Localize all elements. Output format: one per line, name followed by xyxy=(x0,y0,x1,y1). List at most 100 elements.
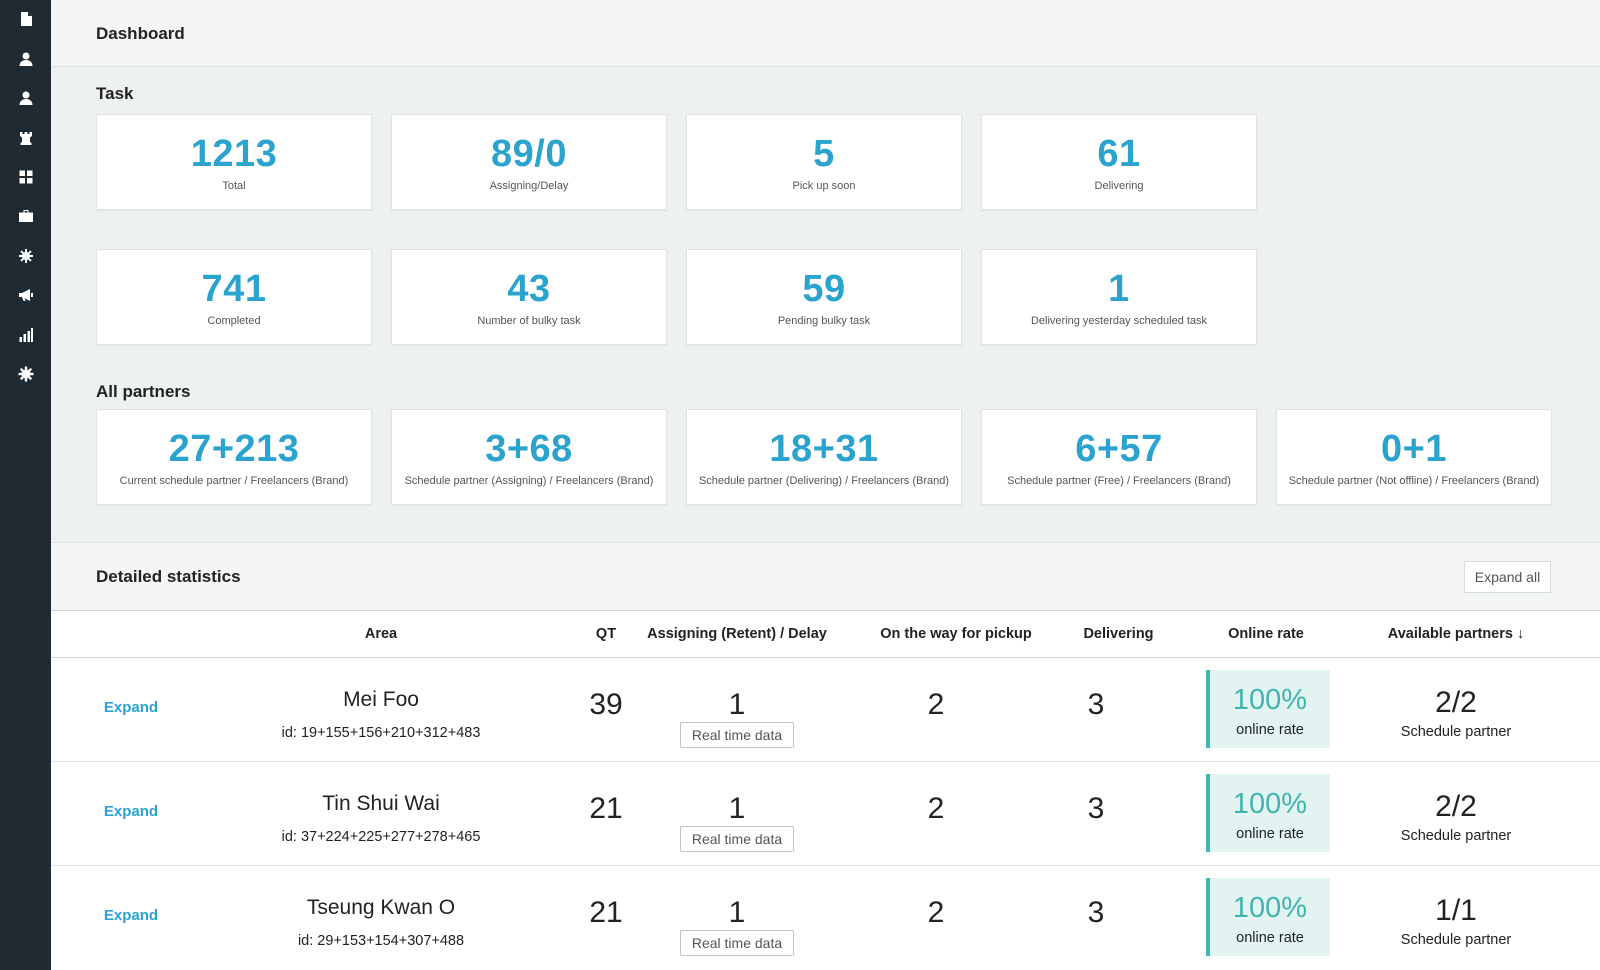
area-name: Tin Shui Wai xyxy=(322,792,440,815)
real-time-data-button[interactable]: Real time data xyxy=(680,826,794,852)
card-label: Assigning/Delay xyxy=(489,180,569,192)
card-value: 27+213 xyxy=(168,428,300,470)
bar-chart-icon[interactable] xyxy=(18,327,34,343)
partner-card-delivering: 18+31 Schedule partner (Delivering) / Fr… xyxy=(686,409,962,505)
delivering-value: 3 xyxy=(1087,896,1105,929)
table-row: Expand Mei Foo id: 19+155+156+210+312+48… xyxy=(51,658,1600,762)
online-rate-box: 100% online rate xyxy=(1206,878,1330,956)
task-card-pending-bulky: 59 Pending bulky task xyxy=(686,249,962,345)
card-value: 1 xyxy=(1108,268,1130,310)
gear-icon[interactable] xyxy=(18,248,34,264)
pickup-value: 2 xyxy=(927,688,945,721)
expand-link[interactable]: Expand xyxy=(103,699,159,716)
column-header-delivering[interactable]: Delivering xyxy=(1083,626,1154,642)
grid-icon[interactable] xyxy=(18,169,34,185)
card-value: 59 xyxy=(802,268,846,310)
table-row: Expand Tseung Kwan O id: 29+153+154+307+… xyxy=(51,866,1600,970)
available-partners-label: Schedule partner xyxy=(1400,932,1512,948)
column-header-area[interactable]: Area xyxy=(364,626,398,642)
area-id: id: 19+155+156+210+312+483 xyxy=(281,725,481,741)
online-rate-label: online rate xyxy=(1236,930,1304,946)
card-value: 0+1 xyxy=(1381,428,1447,470)
stats-header: Detailed statistics Expand all xyxy=(51,542,1600,610)
qt-value: 21 xyxy=(589,792,623,825)
available-partners-label: Schedule partner xyxy=(1400,828,1512,844)
pickup-value: 2 xyxy=(927,792,945,825)
task-card-completed: 741 Completed xyxy=(96,249,372,345)
column-header-available-partners[interactable]: Available partners ↓ xyxy=(1387,626,1525,642)
card-label: Schedule partner (Not offline) / Freelan… xyxy=(1288,475,1540,487)
chess-rook-icon[interactable] xyxy=(18,130,34,146)
card-label: Delivering xyxy=(1094,180,1144,192)
assigning-value: 1 xyxy=(728,688,746,721)
card-label: Completed xyxy=(207,315,261,327)
online-rate-label: online rate xyxy=(1236,826,1304,842)
card-value: 6+57 xyxy=(1075,428,1163,470)
area-name: Mei Foo xyxy=(343,688,419,711)
assigning-value: 1 xyxy=(728,792,746,825)
online-rate-percent: 100% xyxy=(1232,788,1308,820)
delivering-value: 3 xyxy=(1087,792,1105,825)
task-card-delivering: 61 Delivering xyxy=(981,114,1257,210)
card-value: 18+31 xyxy=(769,428,879,470)
briefcase-icon[interactable] xyxy=(18,208,34,224)
main-content: Dashboard Task 1213 Total 89/0 Assigning… xyxy=(51,0,1600,970)
expand-link[interactable]: Expand xyxy=(103,803,159,820)
area-name: Tseung Kwan O xyxy=(306,896,456,919)
online-rate-box: 100% online rate xyxy=(1206,670,1330,748)
card-label: Pick up soon xyxy=(792,180,856,192)
task-section-title: Task xyxy=(96,84,134,103)
expand-all-button[interactable]: Expand all xyxy=(1464,561,1551,593)
sidebar xyxy=(0,0,51,970)
qt-value: 39 xyxy=(589,688,623,721)
available-partners-value: 2/2 xyxy=(1435,790,1477,823)
online-rate-percent: 100% xyxy=(1232,684,1308,716)
card-value: 89/0 xyxy=(491,133,567,175)
card-label: Schedule partner (Delivering) / Freelanc… xyxy=(698,475,950,487)
available-partners-value: 1/1 xyxy=(1435,894,1477,927)
column-header-online-rate[interactable]: Online rate xyxy=(1228,626,1304,642)
detailed-statistics: Detailed statistics Expand all Area QT A… xyxy=(51,542,1600,970)
partner-card-free: 6+57 Schedule partner (Free) / Freelance… xyxy=(981,409,1257,505)
available-partners-value: 2/2 xyxy=(1435,686,1477,719)
online-rate-label: online rate xyxy=(1236,722,1304,738)
partners-section-title: All partners xyxy=(96,382,191,401)
available-partners-label: Schedule partner xyxy=(1400,724,1512,740)
delivering-value: 3 xyxy=(1087,688,1105,721)
card-label: Pending bulky task xyxy=(777,315,871,327)
expand-link[interactable]: Expand xyxy=(103,907,159,924)
task-card-yesterday-scheduled: 1 Delivering yesterday scheduled task xyxy=(981,249,1257,345)
document-icon[interactable] xyxy=(18,11,34,27)
card-label: Schedule partner (Assigning) / Freelance… xyxy=(404,475,654,487)
column-header-pickup[interactable]: On the way for pickup xyxy=(880,626,1032,642)
column-header-qt[interactable]: QT xyxy=(595,626,617,642)
user-icon[interactable] xyxy=(18,51,34,67)
table-header: Area QT Assigning (Retent) / Delay On th… xyxy=(51,610,1600,658)
task-card-bulky: 43 Number of bulky task xyxy=(391,249,667,345)
pickup-value: 2 xyxy=(927,896,945,929)
table-row: Expand Tin Shui Wai id: 37+224+225+277+2… xyxy=(51,762,1600,866)
area-id: id: 29+153+154+307+488 xyxy=(297,933,465,949)
qt-value: 21 xyxy=(589,896,623,929)
card-value: 43 xyxy=(507,268,551,310)
card-value: 61 xyxy=(1097,133,1141,175)
card-value: 741 xyxy=(201,268,267,310)
top-bar: Dashboard xyxy=(51,0,1600,67)
task-card-total: 1213 Total xyxy=(96,114,372,210)
task-card-pick-up-soon: 5 Pick up soon xyxy=(686,114,962,210)
card-label: Current schedule partner / Freelancers (… xyxy=(119,475,349,487)
partner-card-not-offline: 0+1 Schedule partner (Not offline) / Fre… xyxy=(1276,409,1552,505)
real-time-data-button[interactable]: Real time data xyxy=(680,930,794,956)
megaphone-icon[interactable] xyxy=(18,287,34,303)
user-alt-icon[interactable] xyxy=(18,90,34,106)
page-title: Dashboard xyxy=(96,24,185,43)
card-label: Total xyxy=(222,180,246,192)
area-id: id: 37+224+225+277+278+465 xyxy=(281,829,481,845)
partner-card-assigning: 3+68 Schedule partner (Assigning) / Free… xyxy=(391,409,667,505)
column-header-assigning[interactable]: Assigning (Retent) / Delay xyxy=(647,626,827,642)
partner-card-current: 27+213 Current schedule partner / Freela… xyxy=(96,409,372,505)
settings-icon[interactable] xyxy=(18,366,34,382)
card-value: 1213 xyxy=(190,133,278,175)
card-label: Number of bulky task xyxy=(477,315,581,327)
real-time-data-button[interactable]: Real time data xyxy=(680,722,794,748)
